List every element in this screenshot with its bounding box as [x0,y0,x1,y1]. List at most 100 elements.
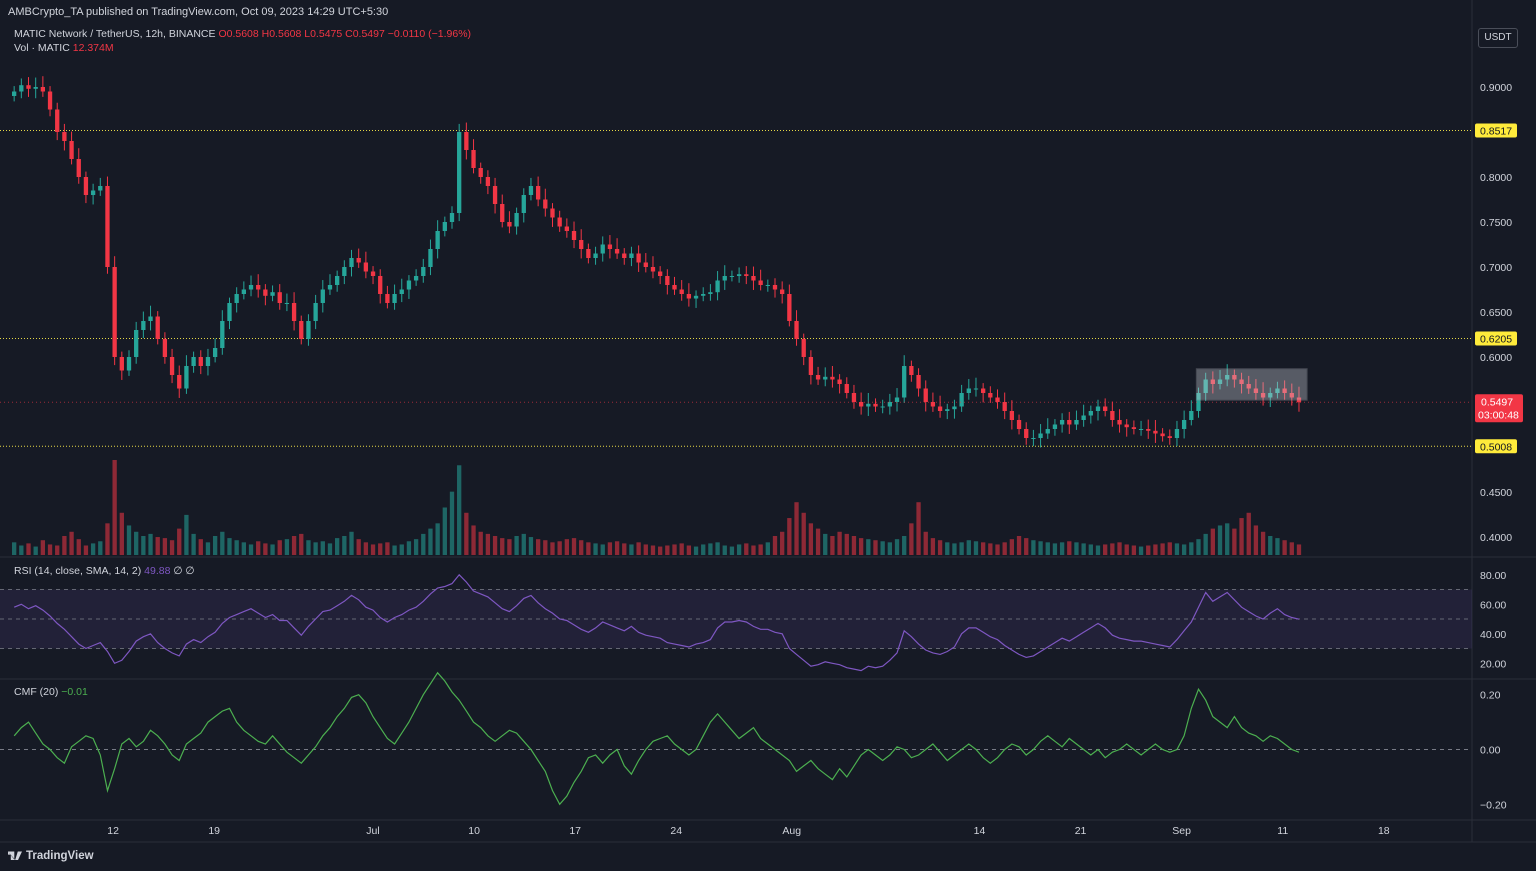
candle [220,321,225,348]
volume-bar [1181,544,1187,555]
volume-bar [241,542,246,555]
candle [241,289,246,294]
candle [198,357,203,366]
volume-bar [658,546,663,555]
volume-bar [837,531,842,555]
symbol-title: MATIC Network / TetherUS, 12h, BINANCE [14,28,216,40]
time-tick: 24 [670,825,682,837]
volume-bar [1296,544,1302,555]
tradingview-brand: TradingView [8,850,94,862]
volume-bar [356,539,361,555]
volume-bar [988,543,993,555]
volume-bar [729,546,735,555]
volume-bar [1138,546,1144,555]
candle [535,186,541,200]
volume-bar [701,544,706,555]
candle [212,348,218,357]
candle [780,289,785,294]
candle [902,366,907,398]
volume-bar [1095,545,1101,555]
volume-bar [629,544,634,555]
volume-bar [119,512,124,555]
volume-bar [220,531,225,555]
volume-bar [1103,544,1108,555]
cmf-line [13,671,1300,806]
candle [47,91,53,110]
volume-bar [758,544,763,555]
volume-bar [1268,536,1273,555]
candle [801,339,806,357]
time-tick: Aug [782,825,801,837]
cmf-legend: CMF (20) −0.01 [14,686,88,698]
candle [478,168,483,177]
volume-bar [916,502,921,555]
candle [1081,415,1086,420]
candle [550,208,555,218]
volume-bar [83,545,89,555]
tradingview-logo-icon [8,851,22,861]
volume-bar [815,528,821,555]
candle [327,285,333,290]
volume-bar [90,543,96,555]
volume-bar [636,542,641,555]
volume-bar [1131,545,1137,555]
cmf-value: −0.01 [61,686,88,698]
candle [1160,433,1165,437]
volume-bar [607,542,613,555]
volume-bar [973,541,979,555]
candle [83,177,89,195]
candle [1002,402,1007,411]
candle [815,375,821,380]
volume-bar [1189,542,1194,555]
volume-bar [593,543,598,555]
volume-bar [715,542,720,555]
volume-bar [19,545,24,555]
candle [392,294,397,303]
volume-bar [198,539,203,555]
volume-bar [507,539,512,555]
candle [1038,433,1043,438]
volume-bar [995,544,1000,555]
volume-legend: Vol · MATIC 12.374M [14,42,114,54]
volume-bar [1081,543,1086,555]
volume-bar [349,531,354,555]
rsi-tick: 40.00 [1480,629,1506,641]
candle [363,262,369,272]
volume-bar [722,545,727,555]
candle [126,357,132,371]
candle [930,402,936,407]
candle [435,231,440,249]
volume-bar [1110,543,1115,555]
rsi-value: 49.88 [144,565,171,577]
candle [765,285,770,286]
time-tick: 19 [208,825,220,837]
candle [349,258,354,267]
candle [399,289,404,294]
candle [1296,397,1302,403]
volume-bar [449,491,455,555]
volume-bar [751,545,756,555]
volume-bar [1232,528,1237,555]
candle [658,271,663,276]
volume-bar [385,542,390,555]
candle [1189,411,1194,420]
volume-bar [902,536,907,555]
publisher-line: AMBCrypto_TA published on TradingView.co… [8,6,389,18]
volume-bar [1088,544,1093,555]
currency-button[interactable]: USDT [1478,28,1518,48]
candle [995,397,1000,402]
candle [299,321,304,339]
volume-bar [126,525,132,555]
symbol-legend: MATIC Network / TetherUS, 12h, BINANCE O… [14,28,471,40]
candle [428,249,433,267]
volume-bar [787,518,792,555]
volume-bar [528,537,534,555]
candle [263,289,268,296]
volume-bar [1239,518,1244,555]
candle [1124,424,1129,428]
candle [1031,438,1036,439]
time-tick: 14 [974,825,986,837]
cmf-tick: −0.20 [1480,799,1507,811]
candle [413,276,419,281]
